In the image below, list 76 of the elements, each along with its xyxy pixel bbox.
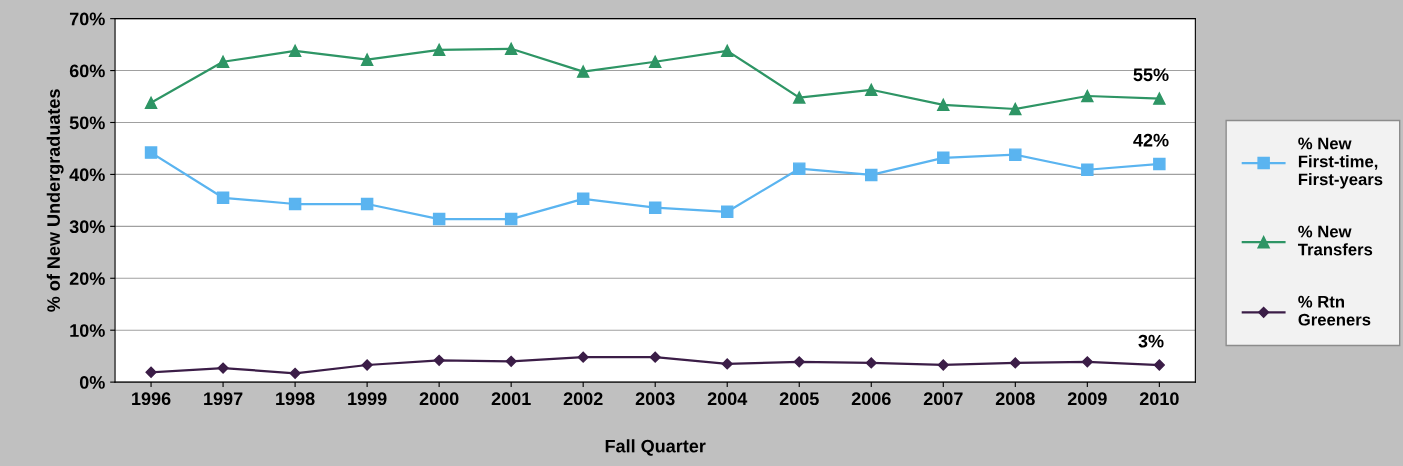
x-tick-label: 2010 bbox=[1139, 392, 1179, 406]
point bbox=[720, 205, 734, 219]
point bbox=[288, 44, 302, 58]
point bbox=[504, 212, 518, 226]
y-tick-label: 40% bbox=[69, 168, 105, 182]
x-tick-label: 2001 bbox=[491, 392, 531, 406]
point bbox=[361, 359, 373, 371]
point bbox=[576, 65, 590, 78]
point bbox=[648, 201, 662, 214]
point bbox=[432, 43, 446, 57]
point bbox=[576, 192, 590, 206]
y-tick-label: 50% bbox=[69, 116, 105, 130]
point bbox=[1081, 356, 1093, 368]
legend-label: % New First-time, First-years bbox=[1298, 137, 1383, 189]
x-tick-label: 2002 bbox=[563, 392, 603, 406]
y-tick-label: 0% bbox=[79, 376, 105, 389]
point bbox=[865, 357, 877, 369]
point bbox=[937, 151, 950, 165]
x-tick-label: 2004 bbox=[707, 392, 748, 406]
x-tick-label: 2000 bbox=[419, 392, 459, 406]
point bbox=[937, 98, 950, 112]
legend-label: % New Transfers bbox=[1297, 225, 1373, 256]
point bbox=[288, 197, 302, 211]
point bbox=[1081, 163, 1094, 176]
point bbox=[144, 146, 158, 159]
point bbox=[505, 355, 517, 367]
point bbox=[1153, 92, 1166, 105]
y-tick-label: 70% bbox=[69, 12, 105, 26]
x-tick-label: 2006 bbox=[851, 392, 891, 406]
point bbox=[577, 351, 589, 363]
y-axis-title: % of New Undergraduates bbox=[46, 89, 64, 312]
point bbox=[720, 44, 734, 58]
y-tick-label: 60% bbox=[69, 64, 105, 78]
point bbox=[432, 212, 446, 226]
annotation: 3% bbox=[1138, 334, 1164, 348]
point bbox=[1153, 157, 1166, 171]
point bbox=[792, 162, 806, 175]
point bbox=[793, 356, 805, 368]
x-axis-title: Fall Quarter bbox=[605, 439, 706, 456]
point bbox=[1009, 102, 1022, 116]
x-tick-label: 2005 bbox=[779, 392, 819, 406]
x-tick-label: 1996 bbox=[132, 392, 171, 406]
y-tick-label: 20% bbox=[69, 272, 105, 285]
point bbox=[360, 53, 374, 66]
point bbox=[721, 358, 733, 370]
point bbox=[216, 55, 230, 68]
point bbox=[792, 91, 806, 104]
point bbox=[649, 351, 661, 363]
x-tick-label: 2008 bbox=[995, 392, 1035, 406]
x-tick-label: 2003 bbox=[635, 392, 675, 406]
point bbox=[144, 96, 158, 110]
y-tick-label: 30% bbox=[69, 220, 105, 234]
point bbox=[1153, 359, 1165, 371]
point bbox=[937, 359, 949, 371]
point bbox=[865, 168, 878, 182]
legend-label: % Rtn Greeners bbox=[1298, 295, 1371, 326]
point bbox=[1009, 357, 1021, 369]
point bbox=[433, 354, 445, 366]
point bbox=[1081, 89, 1094, 103]
point bbox=[145, 366, 157, 378]
point bbox=[217, 362, 229, 374]
point bbox=[216, 191, 230, 205]
point bbox=[504, 42, 518, 56]
x-tick-label: 1998 bbox=[276, 392, 315, 406]
y-tick-label: 10% bbox=[70, 324, 105, 337]
point bbox=[648, 55, 662, 68]
x-tick-label: 1997 bbox=[204, 392, 243, 406]
annotation: 55% bbox=[1133, 68, 1169, 82]
point bbox=[1009, 148, 1022, 161]
annotation: 42% bbox=[1133, 133, 1169, 147]
point bbox=[360, 197, 374, 211]
point bbox=[865, 83, 878, 97]
x-tick-label: 2007 bbox=[923, 392, 963, 406]
x-tick-label: 2009 bbox=[1067, 392, 1107, 406]
x-tick-label: 1999 bbox=[348, 392, 387, 406]
point bbox=[289, 367, 301, 379]
